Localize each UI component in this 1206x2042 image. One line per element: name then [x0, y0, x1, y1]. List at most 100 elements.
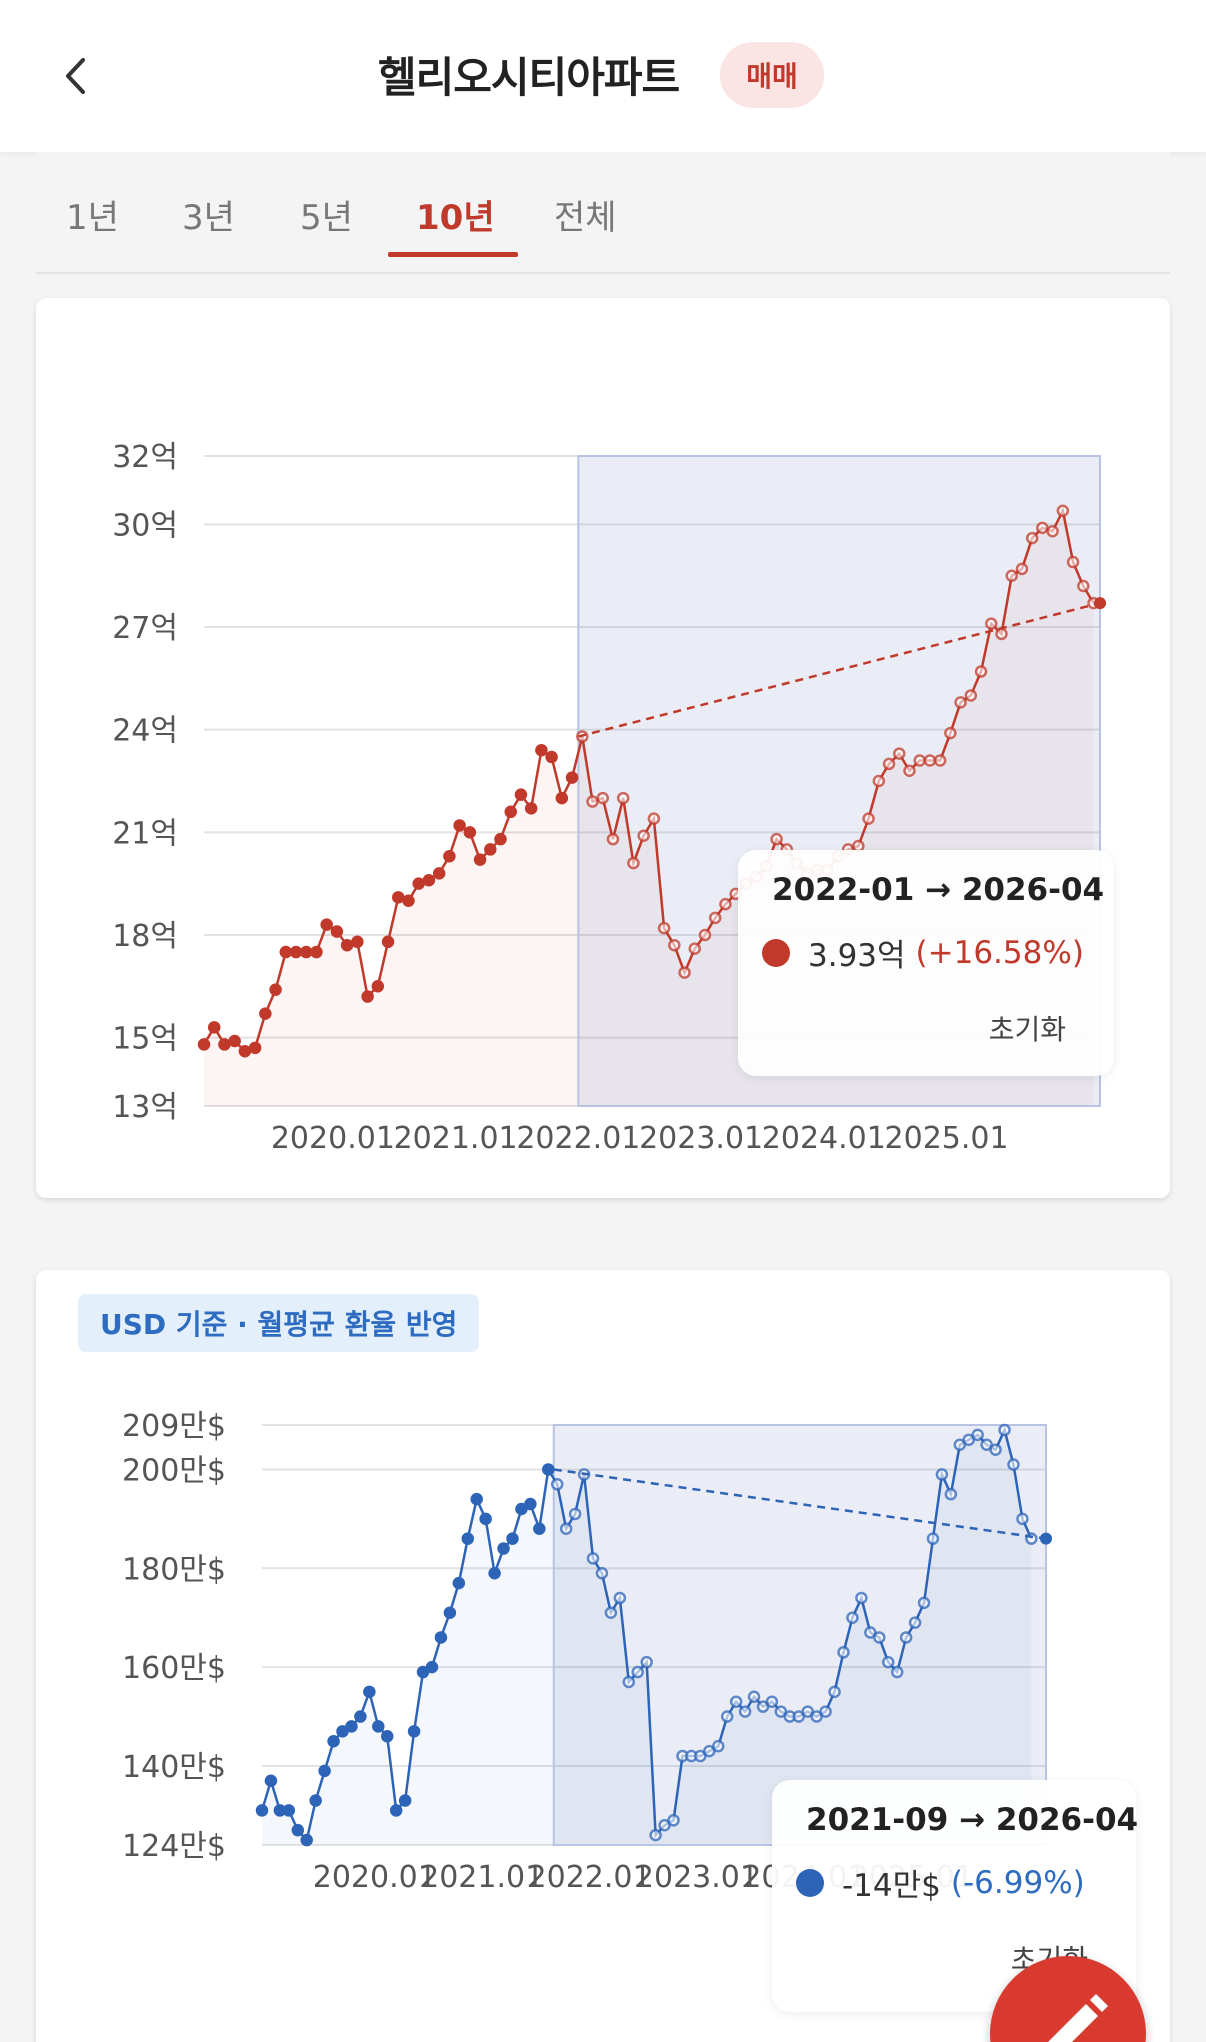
data-point [479, 1512, 492, 1526]
data-point [890, 1665, 904, 1679]
data-point [463, 826, 477, 839]
y-tick-label: 200만$ [122, 1453, 226, 1488]
data-point [989, 1443, 1002, 1456]
usd-price-chart[interactable]: 209만$200만$180만$160만$140만$124만$2020.01202… [36, 1270, 1170, 2042]
data-point [1036, 521, 1049, 535]
data-point [327, 1734, 340, 1748]
data-point [658, 1818, 671, 1832]
data-point [318, 1764, 331, 1778]
data-point [668, 938, 681, 952]
data-point [248, 1041, 262, 1055]
tab-1y[interactable]: 1년 [66, 198, 119, 238]
data-point [678, 966, 691, 979]
data-point [1007, 1458, 1020, 1471]
period-tabs: 1년 3년 5년 10년 전체 [36, 152, 1170, 274]
data-point [872, 774, 886, 788]
data-point [962, 1433, 975, 1447]
edit-fab-button[interactable] [990, 1956, 1146, 2042]
data-point [524, 1497, 537, 1511]
data-point [774, 1705, 788, 1718]
data-point [488, 1566, 501, 1580]
data-point [604, 1606, 618, 1620]
data-point [282, 1804, 296, 1817]
data-point [228, 1034, 241, 1048]
data-point [300, 1833, 313, 1847]
data-point [555, 791, 569, 805]
trade-type-badge: 매매 [720, 42, 824, 108]
data-point [765, 1695, 779, 1708]
data-point [354, 1710, 367, 1723]
y-tick-label: 18억 [112, 919, 178, 954]
data-point [1077, 579, 1090, 593]
data-point [899, 1631, 913, 1644]
x-tick-label: 2021.01 [394, 1121, 518, 1156]
tab-3y[interactable]: 3년 [182, 198, 235, 238]
selection-end-point [1094, 597, 1106, 610]
x-tick-label: 2021.01 [420, 1860, 544, 1895]
data-point [881, 1655, 895, 1669]
reset-button[interactable]: 초기화 [988, 1013, 1066, 1046]
page-title: 헬리오시티아파트 [378, 53, 680, 102]
data-point [416, 1665, 430, 1679]
data-point [550, 1478, 564, 1491]
data-point [616, 791, 630, 805]
data-point [944, 1487, 958, 1501]
data-point [443, 850, 456, 863]
data-point [864, 1626, 877, 1639]
data-point [238, 1045, 252, 1058]
data-point [712, 1739, 725, 1753]
data-point [392, 891, 405, 904]
y-tick-label: 30억 [112, 508, 178, 543]
data-point [828, 1685, 841, 1699]
tooltip-change: 3.93억 [808, 938, 906, 974]
data-point [461, 1532, 475, 1545]
data-point [372, 1720, 385, 1733]
data-point [422, 873, 436, 887]
data-point [320, 918, 333, 931]
usd-price-chart-card: USD 기준 · 월평균 환율 반영 209만$ 200만$ 180만$ 160만$ 1… [36, 1270, 1170, 2042]
tooltip-value-row: -14만$ (-6.99%) [796, 1860, 1085, 1905]
series-dot-icon [762, 938, 790, 967]
data-point [913, 754, 926, 767]
y-tick-label: 32억 [112, 440, 178, 475]
data-point [801, 1705, 814, 1718]
data-point [218, 1038, 231, 1051]
data-point [980, 1438, 993, 1452]
data-point [954, 696, 967, 709]
data-point [974, 665, 988, 678]
tab-all[interactable]: 전체 [554, 198, 617, 238]
data-point [688, 942, 702, 955]
data-point [596, 791, 609, 805]
data-point [747, 1690, 761, 1704]
data-point [1025, 531, 1039, 545]
y-tick-label: 21억 [112, 816, 178, 851]
data-point [1016, 1512, 1029, 1526]
data-point [533, 1522, 546, 1536]
data-point [738, 1705, 752, 1718]
data-point [631, 1665, 644, 1679]
back-button[interactable] [50, 50, 102, 102]
data-point [882, 757, 896, 771]
tooltip-change: -14만$ [842, 1868, 941, 1904]
series-dot-icon [796, 1868, 824, 1897]
data-point [207, 1021, 221, 1034]
data-point [504, 805, 517, 819]
data-point [371, 980, 385, 993]
data-point [1015, 562, 1029, 576]
data-point [381, 935, 395, 949]
data-point [837, 1646, 850, 1659]
data-point [330, 925, 344, 938]
data-point [470, 1492, 483, 1506]
active-tab-indicator [388, 252, 518, 257]
data-point [363, 1685, 376, 1699]
data-point [259, 1007, 272, 1020]
data-point [698, 928, 712, 942]
data-point [964, 689, 978, 702]
data-point [667, 1814, 680, 1827]
tab-5y[interactable]: 5년 [300, 198, 353, 238]
data-point [524, 802, 538, 815]
data-point [310, 945, 323, 959]
data-point [995, 627, 1008, 641]
data-point [565, 771, 579, 784]
tab-10y[interactable]: 10년 [416, 198, 495, 238]
